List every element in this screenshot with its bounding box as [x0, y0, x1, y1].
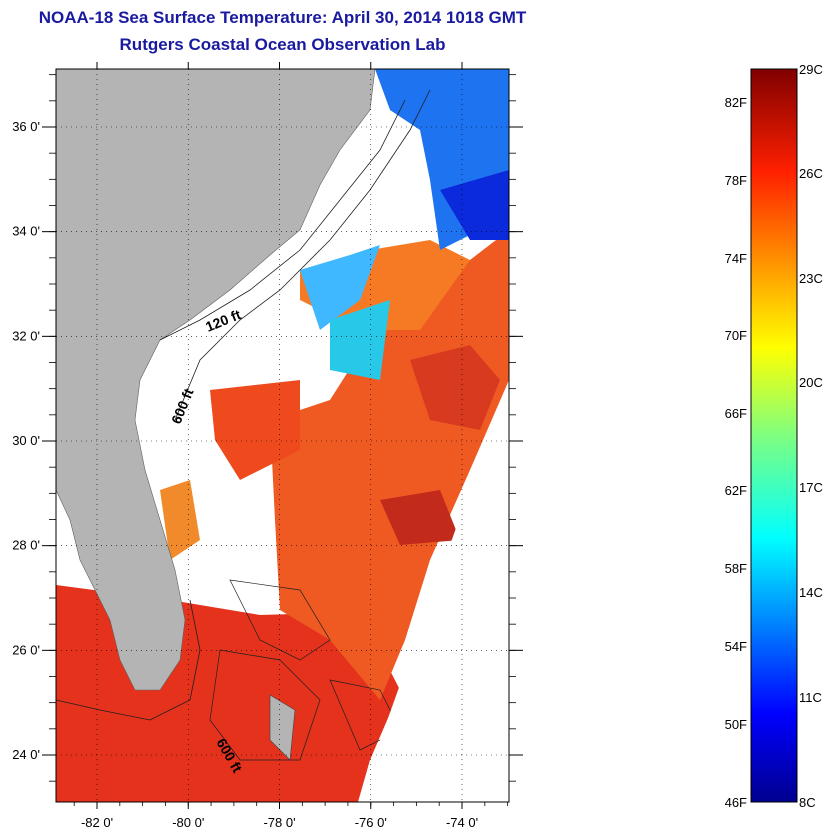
colorbar-c-label: 29C	[799, 62, 823, 77]
colorbar-f-label: 70F	[725, 328, 747, 343]
no-data-swath-edge	[358, 380, 509, 802]
lat-tick-label: 24 0'	[12, 747, 40, 762]
colorbar-f-label: 66F	[725, 406, 747, 421]
colorbar-f-label: 54F	[725, 639, 747, 654]
lat-tick-label: 30 0'	[12, 433, 40, 448]
map-subtitle: Rutgers Coastal Ocean Observation Lab	[119, 35, 446, 54]
colorbar-c-label: 11C	[799, 690, 822, 705]
colorbar-f-label: 62F	[725, 483, 747, 498]
land-florida-coast	[56, 69, 376, 691]
colorbar-c-label: 23C	[799, 271, 823, 286]
colorbar-f-label: 78F	[725, 173, 747, 188]
warm-water-offshore	[270, 230, 509, 700]
colorbar	[750, 68, 798, 803]
colorbar-f-label: 50F	[725, 717, 747, 732]
contour-120ft	[159, 99, 406, 341]
colorbar-c-label: 14C	[799, 585, 823, 600]
lat-tick-label: 34 0'	[12, 224, 40, 239]
lat-tick-label: 32 0'	[12, 328, 40, 343]
colorbar-c-label: 26C	[799, 166, 823, 181]
lon-tick-label: -76 0'	[355, 815, 387, 830]
lat-tick-label: 26 0'	[12, 642, 40, 657]
lat-tick-label: 28 0'	[12, 538, 40, 553]
colorbar-f-label: 58F	[725, 561, 747, 576]
map-panel	[56, 69, 509, 802]
colorbar-f-label: 82F	[725, 95, 747, 110]
colorbar-c-label: 20C	[799, 375, 823, 390]
map-frame	[55, 68, 510, 803]
contour-600ft	[174, 89, 431, 421]
colorbar-f-label: 74F	[725, 251, 747, 266]
lon-tick-label: -80 0'	[172, 815, 204, 830]
colorbar-c-label: 8C	[799, 795, 816, 810]
colorbar-f-label: 46F	[725, 795, 747, 810]
lat-tick-label: 36 0'	[12, 119, 40, 134]
lon-tick-label: -74 0'	[446, 815, 478, 830]
map-title: NOAA-18 Sea Surface Temperature: April 3…	[38, 8, 527, 27]
lon-tick-label: -78 0'	[263, 815, 295, 830]
colorbar-c-label: 17C	[799, 480, 823, 495]
lon-tick-label: -82 0'	[81, 815, 113, 830]
